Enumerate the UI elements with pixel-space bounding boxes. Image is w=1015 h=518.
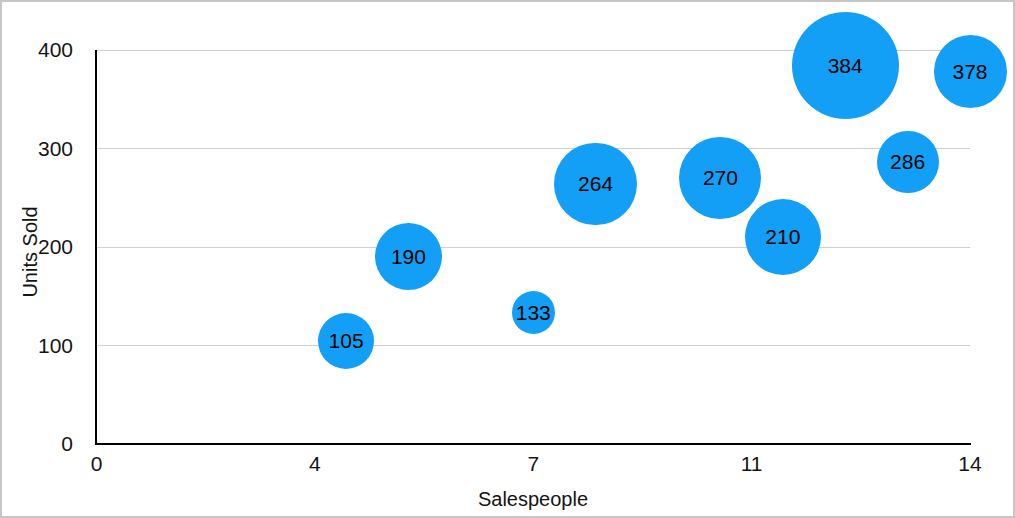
x-tick-label-0: 0 bbox=[57, 451, 137, 477]
gridline-y-100 bbox=[97, 345, 971, 346]
bubble-384[interactable]: 384 bbox=[792, 12, 899, 119]
x-tick-label-14: 14 bbox=[930, 451, 1010, 477]
bubble-label: 286 bbox=[890, 150, 925, 174]
bubble-210[interactable]: 210 bbox=[745, 199, 822, 276]
bubble-label: 105 bbox=[329, 329, 364, 353]
bubble-270[interactable]: 270 bbox=[679, 137, 761, 219]
bubble-label: 264 bbox=[578, 172, 613, 196]
bubble-label: 270 bbox=[703, 166, 738, 190]
x-axis-title: Salespeople bbox=[433, 488, 633, 511]
bubble-chart-figure: 0100200300400047111410519013326427021038… bbox=[0, 0, 1015, 518]
x-tick-label-4: 4 bbox=[275, 451, 355, 477]
bubble-label: 190 bbox=[391, 245, 426, 269]
plot-area: 0100200300400047111410519013326427021038… bbox=[0, 0, 1015, 518]
bubble-378[interactable]: 378 bbox=[934, 35, 1007, 108]
gridline-y-200 bbox=[97, 247, 971, 248]
bubble-label: 210 bbox=[765, 225, 800, 249]
bubble-264[interactable]: 264 bbox=[554, 143, 637, 226]
bubble-133[interactable]: 133 bbox=[512, 291, 555, 334]
bubble-190[interactable]: 190 bbox=[375, 223, 442, 290]
y-tick-label-100: 100 bbox=[0, 333, 73, 359]
bubble-105[interactable]: 105 bbox=[318, 313, 374, 369]
bubble-label: 378 bbox=[952, 60, 987, 84]
y-tick-label-400: 400 bbox=[0, 37, 73, 63]
y-tick-label-300: 300 bbox=[0, 136, 73, 162]
bubble-label: 133 bbox=[516, 301, 551, 325]
bubble-286[interactable]: 286 bbox=[877, 131, 939, 193]
x-tick-label-11: 11 bbox=[712, 451, 792, 477]
y-axis-line bbox=[95, 50, 97, 444]
gridline-y-300 bbox=[97, 148, 971, 149]
y-axis-title: Units Sold bbox=[18, 177, 42, 327]
bubble-label: 384 bbox=[828, 54, 863, 78]
x-tick-label-7: 7 bbox=[493, 451, 573, 477]
x-axis-line bbox=[95, 443, 971, 445]
